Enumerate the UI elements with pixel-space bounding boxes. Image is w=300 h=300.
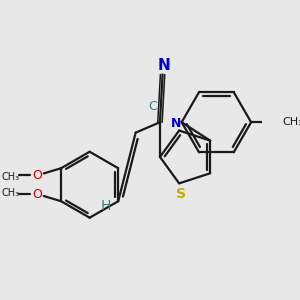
- Text: N: N: [158, 58, 171, 73]
- Text: CH₃: CH₃: [1, 172, 20, 182]
- Text: N: N: [170, 117, 181, 130]
- Text: C: C: [149, 100, 158, 113]
- Text: CH₃: CH₃: [1, 188, 20, 197]
- Text: CH₃: CH₃: [282, 117, 300, 127]
- Text: O: O: [32, 169, 42, 182]
- Text: O: O: [32, 188, 42, 201]
- Text: S: S: [176, 187, 186, 201]
- Text: H: H: [101, 199, 111, 212]
